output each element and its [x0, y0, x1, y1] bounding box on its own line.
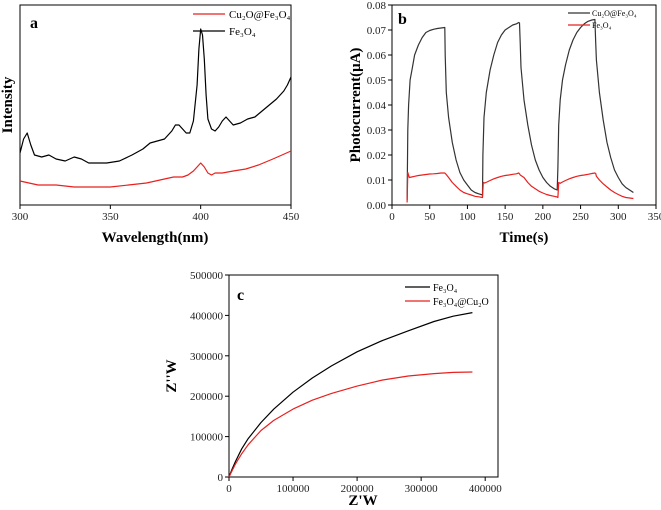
panel-b-y-tick-label-0: 0.00: [367, 200, 387, 212]
panel-b-y-tick-label-5: 0.05: [367, 75, 387, 87]
panel-c-frame: [228, 274, 499, 478]
panel-a-label: a: [30, 15, 38, 32]
panel-c-x-tick-label-0: 0: [226, 483, 232, 495]
panel-a-x-tick-label-1: 350: [102, 211, 119, 223]
panel-a-x-tick-label-2: 400: [192, 211, 209, 223]
panel-b-legend: Cu₂O@Fe₃O₄ Fe₃O₄: [568, 9, 637, 30]
panel-c-y-tick-label-5: 500000: [190, 270, 224, 282]
panel-a-frame: [19, 4, 292, 206]
panel-a-y-axis-label: Intensity: [0, 76, 16, 133]
panel-c: c 0 100000 200000 300000 400000 0 100000 20000…: [164, 270, 502, 509]
panel-b-label: b: [398, 11, 407, 28]
panel-c-label: c: [237, 287, 244, 304]
panel-b-y-ticks: 0.00 0.01 0.02 0.03 0.04 0.05 0.06 0.07 0.08: [367, 0, 392, 212]
panel-b-y-tick-label-8: 0.08: [367, 0, 387, 12]
panel-b-y-tick-label-3: 0.03: [367, 125, 387, 137]
panel-c-legend: Fe₃O₄ Fe₃O₄@Cu₂O: [405, 283, 489, 308]
panel-b-x-tick-label-6: 300: [610, 211, 627, 223]
panel-a: a 300 350 400 450 Wavelength(nm) Intensity …: [0, 4, 300, 246]
panel-b-x-ticks: 0 50 100 150 200 250 300 350: [389, 205, 661, 223]
panel-b-y-tick-label-2: 0.02: [367, 150, 386, 162]
panel-c-series: [228, 312, 473, 478]
panel-c-series-line-1: [228, 371, 473, 478]
panel-c-y-axis-label: Z''W: [164, 359, 180, 392]
panel-a-x-ticks: 300 350 400 450: [12, 205, 300, 223]
panel-a-x-tick-label-0: 300: [12, 211, 29, 223]
panel-c-x-tick-label-3: 300000: [405, 483, 439, 495]
panel-c-y-ticks: 0 100000 200000 300000 400000 500000: [190, 270, 229, 484]
panel-a-legend-label-1: Cu₂O@Fe₃O₄: [229, 9, 291, 21]
panel-b-x-tick-label-7: 350: [648, 211, 661, 223]
panel-c-y-tick-label-0: 0: [218, 472, 224, 484]
panel-c-legend-label-1: Fe₃O₄: [433, 283, 458, 294]
panel-b-series: [406, 18, 634, 203]
panel-c-x-tick-label-2: 200000: [341, 483, 375, 495]
panel-a-series-line-1: [19, 150, 292, 188]
panel-b-legend-label-1: Cu₂O@Fe₃O₄: [592, 9, 637, 18]
panel-b-x-axis-label: Time(s): [500, 230, 549, 246]
panel-b-series-line-0: [406, 18, 634, 201]
panel-c-x-axis-label: Z'W: [348, 493, 377, 509]
panel-a-legend: Cu₂O@Fe₃O₄ Fe₃O₄: [193, 9, 291, 38]
panel-b-legend-label-2: Fe₃O₄: [592, 21, 612, 30]
panel-c-x-tick-label-1: 100000: [277, 483, 311, 495]
panel-a-series-line-0: [19, 28, 292, 164]
panel-b-y-axis-label: Photocurrent(μA): [348, 48, 364, 163]
panel-b-y-tick-label-4: 0.04: [367, 100, 387, 112]
panel-b-x-tick-label-3: 150: [497, 211, 514, 223]
panel-b-y-tick-label-6: 0.06: [367, 50, 387, 62]
panel-a-x-axis-label: Wavelength(nm): [102, 230, 209, 246]
panel-b-x-tick-label-0: 0: [389, 211, 395, 223]
panel-b-y-tick-label-1: 0.01: [367, 175, 386, 187]
panel-b-y-tick-label-7: 0.07: [367, 25, 387, 37]
panel-c-y-tick-label-1: 100000: [190, 432, 224, 444]
panel-b-x-tick-label-2: 100: [459, 211, 476, 223]
panel-c-x-tick-label-4: 400000: [469, 483, 503, 495]
panel-b: b 0 50 100 150 200 250 300 350 0.00 0.01 0.02 0.03…: [348, 0, 661, 246]
panel-b-x-tick-label-5: 250: [572, 211, 589, 223]
panel-b-x-tick-label-1: 50: [424, 211, 436, 223]
panel-b-x-tick-label-4: 200: [535, 211, 552, 223]
panel-a-legend-label-2: Fe₃O₄: [229, 26, 256, 38]
panel-c-legend-label-2: Fe₃O₄@Cu₂O: [433, 297, 489, 308]
panel-c-x-ticks: 0 100000 200000 300000 400000: [226, 477, 502, 495]
panel-c-y-tick-label-4: 400000: [190, 310, 224, 322]
panel-a-x-tick-label-3: 450: [283, 211, 300, 223]
panel-b-series-line-1: [406, 171, 634, 203]
panel-c-y-tick-label-2: 200000: [190, 391, 224, 403]
panel-c-series-line-0: [228, 312, 473, 478]
panel-a-series: [19, 28, 292, 188]
panel-c-y-tick-label-3: 300000: [190, 351, 224, 363]
